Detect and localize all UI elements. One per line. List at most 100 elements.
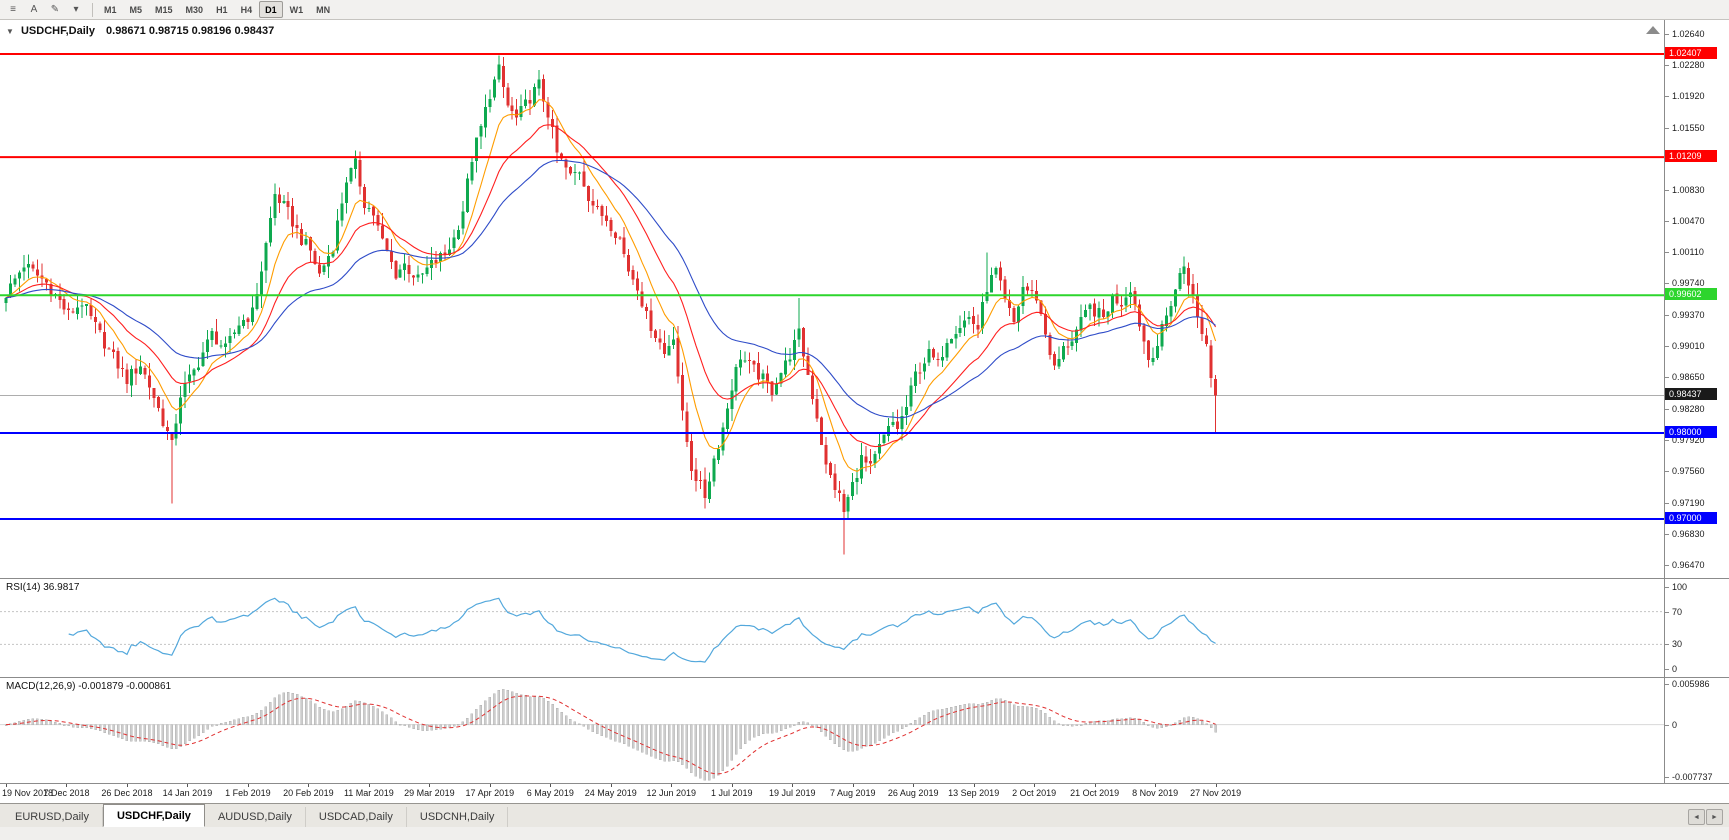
chart-symbol-label: USDCHF,Daily [20, 25, 95, 37]
date-tick-label: 1 Jul 2019 [710, 788, 753, 798]
date-tick-label: 11 Mar 2019 [343, 788, 394, 798]
date-tick-mark [187, 784, 189, 787]
tab-eurusd-daily[interactable]: EURUSD,Daily [2, 807, 103, 827]
toolbar-tools-group: ≡ A ✎ ▾ [3, 1, 87, 19]
date-tick-mark [671, 784, 673, 787]
rsi-tick-label: 70 [1672, 606, 1683, 617]
price-tick-label: 0.97920 [1672, 434, 1705, 445]
date-tick-mark [66, 784, 68, 787]
date-tick-label: 1 Feb 2019 [225, 788, 271, 798]
axis-tick-mark [1665, 502, 1669, 504]
axis-tick-mark [1665, 470, 1669, 472]
date-tick-mark [913, 784, 915, 787]
price-tick-label: 1.00110 [1672, 246, 1704, 257]
price-axis-separator [1664, 20, 1665, 783]
date-tick-mark [1215, 784, 1217, 787]
chart-ohlc-values: 0.98671 0.98715 0.98196 0.98437 [106, 25, 275, 37]
price-tick-label: 1.02640 [1672, 29, 1705, 39]
date-tick-label: 27 Nov 2019 [1190, 788, 1242, 798]
text-tool-icon: A [30, 4, 38, 15]
timeframe-m5-button[interactable]: M5 [129, 4, 143, 15]
macd-tick-label: 0 [1672, 719, 1678, 730]
axis-tick-mark [1665, 611, 1669, 613]
date-tick-label: 13 Sep 2019 [948, 788, 1000, 798]
timeframe-mn-button[interactable]: MN [316, 4, 331, 15]
timeframe-h1-button[interactable]: H1 [216, 4, 228, 15]
axis-tick-mark [1665, 34, 1669, 35]
timeframe-w1-button[interactable]: W1 [289, 4, 304, 15]
date-tick-mark [489, 784, 491, 787]
timeframe-m1-button[interactable]: M1 [104, 4, 117, 15]
time-axis[interactable]: 19 Nov 2018 7 Dec 2018 26 Dec 2018 14 Jan 2… [0, 784, 1664, 803]
axis-tick-mark [1665, 439, 1669, 441]
date-tick-mark [308, 784, 310, 787]
tools-dropdown-icon: ▾ [73, 4, 79, 15]
text-tool-button[interactable]: A [24, 1, 44, 19]
axis-tick-mark [1665, 377, 1669, 379]
date-tick-mark [6, 784, 7, 787]
timeframe-m30-button[interactable]: M30 [185, 4, 204, 15]
date-tick-label: 17 Apr 2019 [465, 788, 515, 798]
date-tick-label: 12 Jun 2019 [646, 788, 697, 798]
price-tick-label: 0.97560 [1672, 465, 1705, 476]
chart-shift-marker-icon[interactable] [1646, 26, 1660, 34]
collapse-chart-icon[interactable]: ▼ [6, 27, 14, 36]
axis-tick-mark [1665, 315, 1669, 317]
axis-tick-mark [1665, 724, 1669, 726]
menu-icon: ≡ [10, 4, 16, 15]
tab-audusd-daily[interactable]: AUDUSD,Daily [205, 807, 306, 827]
date-tick-mark [731, 784, 733, 787]
timeframe-d1-button[interactable]: D1 [259, 1, 283, 18]
price-tick-label: 0.99370 [1672, 310, 1705, 321]
level-price-badge: 1.01209 [1665, 150, 1717, 163]
macd-indicator-label: MACD(12,26,9) -0.001879 -0.000861 [6, 681, 171, 692]
rsi-panel-separator[interactable] [0, 578, 1729, 579]
price-tick-label: 0.97190 [1672, 497, 1705, 508]
macd-tick-label: -0.007737 [1672, 772, 1713, 782]
date-tick-label: 21 Oct 2019 [1070, 788, 1120, 798]
tab-usdcad-daily[interactable]: USDCAD,Daily [306, 807, 407, 827]
price-tick-label: 0.98280 [1672, 403, 1705, 414]
macd-panel-separator[interactable] [0, 677, 1729, 678]
timeframe-h4-button[interactable]: H4 [240, 4, 253, 15]
macd-main-value: -0.001879 [78, 681, 124, 692]
axis-tick-mark [1665, 189, 1669, 191]
price-tick-label: 0.98650 [1672, 372, 1705, 383]
price-tick-label: 1.00830 [1672, 184, 1705, 195]
axis-tick-mark [1665, 669, 1669, 670]
menu-button[interactable]: ≡ [3, 1, 23, 19]
axis-tick-mark [1665, 64, 1669, 66]
date-tick-mark [126, 784, 128, 787]
tools-dropdown-button[interactable]: ▾ [66, 1, 86, 19]
price-tick-label: 0.99010 [1672, 341, 1705, 352]
date-tick-mark [429, 784, 431, 787]
date-tick-label: 19 Jul 2019 [768, 788, 816, 798]
price-tick-label: 1.00470 [1672, 215, 1705, 226]
macd-signal-line [5, 695, 1216, 775]
date-tick-label: 20 Feb 2019 [283, 788, 334, 798]
price-tick-label: 1.01550 [1672, 122, 1705, 133]
tab-scroll-right-button[interactable]: ► [1706, 809, 1723, 825]
tab-scroll-left-button[interactable]: ◄ [1688, 809, 1705, 825]
axis-tick-mark [1665, 408, 1669, 410]
timeframe-m15-button[interactable]: M15 [155, 4, 173, 15]
price-axis[interactable]: 1.026401.022801.019201.015501.011901.008… [1665, 0, 1729, 840]
date-tick-label: 7 Aug 2019 [829, 788, 876, 798]
rsi-tick-label: 100 [1672, 582, 1688, 592]
draw-tool-button[interactable]: ✎ [45, 1, 65, 19]
rsi-line [68, 597, 1216, 663]
date-tick-mark [1034, 784, 1036, 787]
date-tick-label: 2 Oct 2019 [1012, 788, 1057, 798]
date-tick-mark [247, 784, 249, 787]
price-tick-label: 1.01920 [1672, 90, 1705, 101]
date-tick-label: 14 Jan 2019 [162, 788, 213, 798]
ma-line-40 [5, 159, 1216, 419]
rsi-indicator-label: RSI(14) 36.9817 [6, 582, 79, 593]
tab-usdcnh-daily[interactable]: USDCNH,Daily [407, 807, 509, 827]
ma-line-20 [5, 124, 1217, 448]
toolbar: ≡ A ✎ ▾ M1 M5 M15 M30 H1 H4 D1 W1 MN [0, 0, 1729, 20]
current-price-badge: 0.98437 [1665, 388, 1717, 401]
tab-usdchf-daily[interactable]: USDCHF,Daily [102, 804, 205, 827]
date-tick-mark [550, 784, 552, 787]
